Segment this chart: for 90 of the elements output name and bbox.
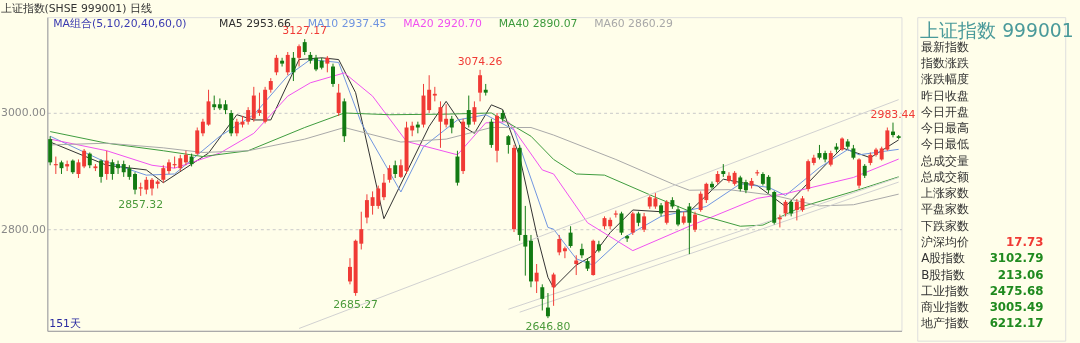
- candlestick: [506, 134, 511, 155]
- text: 总成交量: [920, 153, 970, 168]
- text: 平盘家数: [921, 202, 970, 217]
- candlestick: [693, 211, 697, 233]
- candlestick: [489, 118, 494, 149]
- candlestick: [280, 57, 285, 68]
- candlestick: [229, 109, 234, 137]
- candlestick: [364, 193, 369, 224]
- candlestick: [540, 283, 545, 311]
- annotation: 2646.80: [525, 319, 571, 333]
- text: 沪深均价: [921, 234, 970, 249]
- y-tick-label: 3000.00: [1, 106, 46, 120]
- candlestick: [195, 127, 200, 156]
- candlestick: [347, 257, 352, 285]
- candlestick: [76, 158, 81, 179]
- candlestick: [206, 89, 211, 127]
- candlestick: [630, 211, 635, 236]
- candlestick: [557, 234, 562, 256]
- candlestick: [687, 202, 692, 255]
- candlestick: [545, 292, 550, 319]
- candlestick: [427, 74, 432, 114]
- text: 今日开盘: [921, 104, 970, 119]
- candlestick: [48, 135, 53, 166]
- annotation: 151天: [49, 316, 81, 330]
- candlestick: [291, 51, 296, 82]
- candlestick: [438, 100, 443, 149]
- candlestick: [534, 263, 539, 294]
- annotation: 2983.44: [870, 107, 916, 121]
- candlestick: [766, 174, 771, 194]
- text: 地产指数: [920, 316, 970, 331]
- text: 工业指数: [921, 283, 970, 298]
- text: MA60 2860.29: [594, 17, 674, 31]
- candlestick: [794, 198, 799, 221]
- text: 17.73: [1006, 234, 1044, 249]
- candlestick: [562, 246, 567, 259]
- candlestick: [579, 243, 584, 259]
- candlestick: [478, 69, 483, 102]
- annotation: 2685.27: [333, 297, 379, 311]
- text: MA20 2920.70: [403, 17, 483, 31]
- text: 2475.68: [989, 283, 1044, 298]
- text: A股指数: [921, 251, 966, 266]
- candlestick: [398, 158, 403, 179]
- candlestick: [823, 150, 828, 163]
- text: 6212.17: [989, 316, 1044, 331]
- chart-title: 上证指数(SHSE 999001) 日线: [0, 2, 152, 16]
- candlestick: [110, 158, 115, 181]
- text: 3102.79: [989, 251, 1044, 266]
- candlestick: [183, 150, 188, 166]
- text: 上涨家数: [921, 186, 970, 201]
- candlestick: [381, 173, 386, 201]
- text: 今日最低: [921, 137, 970, 152]
- text: 指数涨跌: [920, 55, 970, 70]
- candlestick: [274, 54, 279, 76]
- annotation: 3074.26: [457, 54, 503, 68]
- text: 今日最高: [921, 121, 970, 136]
- text: 213.06: [997, 267, 1044, 282]
- candlestick: [150, 177, 154, 196]
- text: 最新指数: [921, 39, 970, 54]
- candlestick: [472, 100, 477, 126]
- candlestick: [297, 43, 302, 68]
- annotation: 2857.32: [118, 197, 164, 211]
- candlestick: [331, 63, 335, 88]
- candlestick: [664, 199, 669, 225]
- text: 涨跌幅度: [921, 72, 970, 87]
- candlestick: [444, 103, 449, 129]
- text: 昨日收盘: [921, 88, 970, 103]
- candlestick: [523, 205, 528, 277]
- text: MA40 2890.07: [498, 17, 578, 31]
- candlestick: [104, 150, 109, 181]
- candlestick: [99, 158, 104, 184]
- text: 商业指数: [921, 300, 970, 315]
- candlestick: [336, 83, 341, 117]
- candlestick: [466, 95, 471, 129]
- candlestick: [82, 148, 87, 169]
- candlestick: [551, 272, 556, 307]
- candlestick: [285, 51, 290, 76]
- candlestick: [642, 212, 647, 233]
- candlestick: [676, 205, 681, 227]
- candlestick: [217, 97, 222, 111]
- text: 上证指数 999001: [920, 19, 1074, 41]
- candlestick: [726, 171, 731, 184]
- candlestick: [133, 171, 137, 195]
- legend-title: MA组合(5,10,20,40,60,0): [53, 17, 187, 31]
- candlestick: [116, 160, 121, 175]
- text: B股指数: [921, 267, 966, 282]
- y-tick-label: 2800.00: [1, 222, 46, 236]
- text: 下跌家数: [921, 218, 970, 233]
- candlestick: [568, 225, 573, 249]
- text: 3005.49: [989, 300, 1044, 315]
- text: 总成交额: [920, 169, 970, 184]
